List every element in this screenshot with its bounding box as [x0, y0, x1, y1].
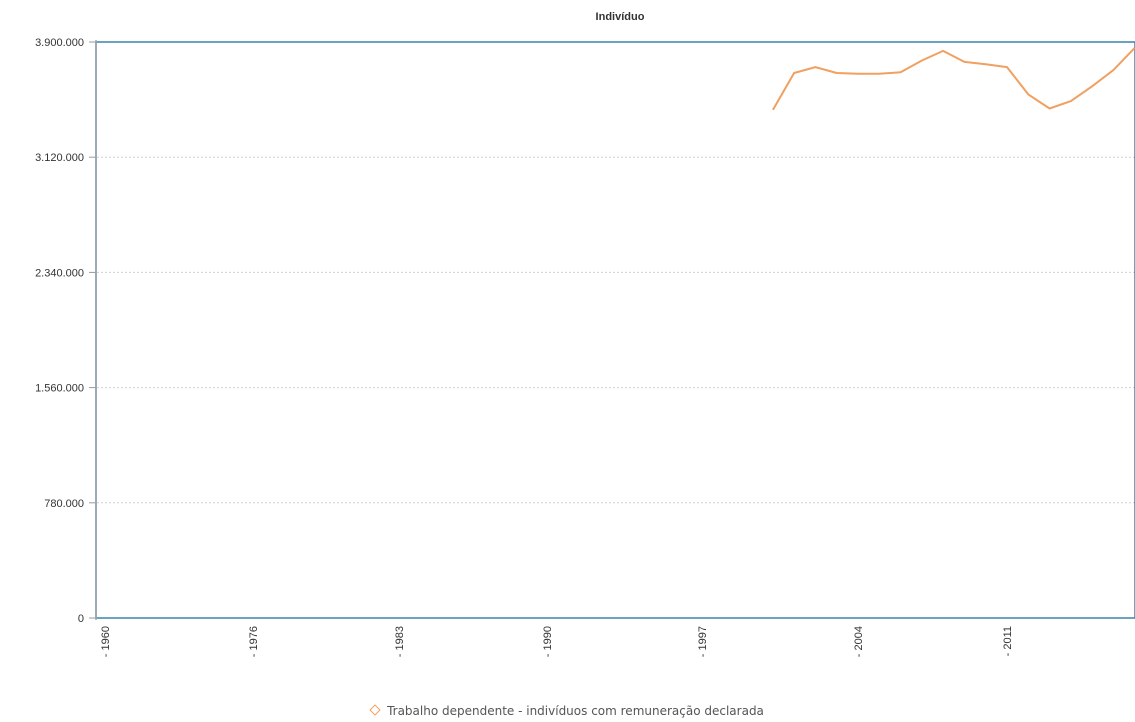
series-lines	[772, 47, 1135, 111]
y-tick-label: 1.560.000	[35, 383, 84, 395]
x-tick-label: - 2004	[853, 626, 865, 657]
x-tick-label: - 1997	[697, 626, 709, 657]
axes	[95, 40, 1135, 620]
x-tick-label: - 2011	[1002, 626, 1014, 656]
series-line	[772, 47, 1135, 111]
x-tick-label: - 1990	[542, 626, 554, 657]
legend[interactable]: Trabalho dependente - indivíduos com rem…	[0, 704, 1135, 718]
chart-title: Indivíduo	[596, 11, 645, 23]
legend-label: Trabalho dependente - indivíduos com rem…	[387, 704, 764, 718]
y-axis-tick-labels: 3.900.000 3.120.000 2.340.000 1.560.000 780.…	[35, 37, 96, 625]
legend-marker-icon	[369, 704, 381, 716]
y-tick-label: 0	[78, 613, 84, 625]
y-tick-label: 780.000	[44, 498, 84, 510]
y-tick-label: 3.900.000	[35, 37, 84, 49]
y-tick-label: 3.120.000	[35, 152, 84, 164]
x-tick-label: - 1976	[248, 626, 260, 657]
x-tick-label: - 1983	[394, 626, 406, 657]
x-axis-tick-labels: - 1960 - 1976 - 1983 - 1990 - 1997 - 2004 - 20…	[100, 626, 1014, 657]
x-tick-label: - 1960	[100, 626, 112, 657]
gridlines	[97, 156, 1135, 504]
plot-area-border	[95, 41, 1135, 619]
y-tick-label: 2.340.000	[35, 267, 84, 279]
